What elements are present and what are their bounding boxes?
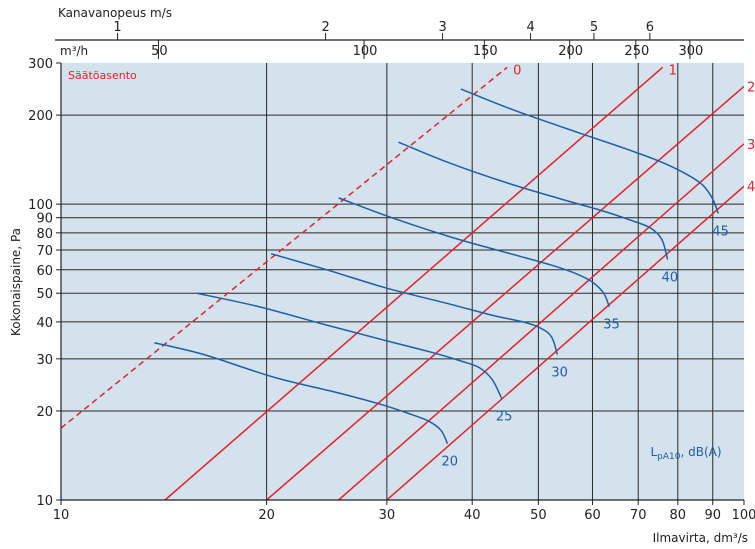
x-tick-labels: 10 20 30 40 50 60 70 80 90 100 [53,500,755,523]
top-velocity-axis-label: Kanavanopeus m/s [58,6,172,20]
damper-setting-line-3 [338,143,744,500]
sound-level-label-20: 20 [441,455,458,470]
damper-setting-line-4 [386,185,744,500]
sound-level-curve-40 [398,141,669,260]
x-tick-label: 80 [670,508,687,523]
damper-setting-label-4: 4 [747,180,755,195]
settings-label: Säätöasento [68,69,137,82]
y-tick-label: 300 [28,57,53,72]
x-tick-label: 40 [464,508,481,523]
x-tick-label: 60 [584,508,601,523]
sound-level-curves: 20 25 30 35 40 45 [154,88,729,470]
y-tick-label: 30 [36,353,53,368]
x-tick-label: 10 [53,508,70,523]
x-tick-label: 70 [630,508,647,523]
sound-level-label-40: 40 [662,271,679,286]
damper-setting-label-1: 1 [669,63,677,78]
sound-level-curve-25 [196,292,503,400]
m3h-tick-label: 100 [353,44,378,59]
top-axis-velocity: 1 2 3 4 5 6 [113,20,654,40]
x-tick-label: 30 [379,508,396,523]
damper-setting-lines [61,66,744,500]
sound-level-curve-35 [338,197,610,308]
damper-setting-label-3: 3 [747,138,755,153]
y-tick-label: 90 [36,212,53,227]
x-tick-label: 50 [530,508,547,523]
sound-level-curve-30 [270,252,559,355]
velocity-tick-label: 2 [321,20,329,35]
y-tick-label: 200 [28,109,53,124]
sound-unit-main: L [650,445,657,459]
sound-unit-label: LpA10, dB(A) [650,445,721,462]
y-tick-label: 40 [36,316,53,331]
sound-level-label-30: 30 [551,366,568,381]
top-axis-m3h: 50 100 150 200 250 300 [151,40,703,59]
top-m3h-unit: m³/h [60,44,88,58]
sound-unit-sub: pA10 [657,452,681,462]
velocity-tick-label: 1 [113,20,121,35]
damper-setting-line-2 [266,85,744,500]
x-tick-label: 100 [732,508,755,523]
y-tick-label: 50 [36,287,53,302]
m3h-tick-label: 300 [679,44,704,59]
sound-level-label-25: 25 [496,410,513,425]
x-axis-label: Ilmavirta, dm³/s [653,531,748,545]
velocity-tick-label: 5 [590,20,598,35]
y-tick-label: 10 [36,494,53,509]
sound-level-curve-45 [460,88,720,214]
x-tick-label: 90 [704,508,721,523]
sound-level-label-35: 35 [603,318,620,333]
plot-area [61,63,744,500]
y-tick-label: 60 [36,264,53,279]
y-axis-label: Kokonaispaine, Pa [9,228,23,336]
x-tick-label: 20 [258,508,275,523]
damper-setting-line-1 [164,66,664,500]
velocity-tick-label: 6 [646,20,654,35]
velocity-tick-label: 3 [438,20,446,35]
sound-level-label-45: 45 [712,224,729,239]
m3h-tick-label: 50 [151,44,168,59]
damper-setting-label-2: 2 [747,80,755,95]
grid [61,63,744,500]
m3h-tick-label: 200 [558,44,583,59]
y-tick-label: 70 [36,244,53,259]
sound-unit-rest: , dB(A) [680,445,721,459]
m3h-tick-label: 250 [624,44,649,59]
y-tick-label: 100 [28,198,53,213]
damper-setting-label-0: 0 [513,63,521,78]
sound-level-curve-20 [154,342,449,445]
y-tick-label: 80 [36,227,53,242]
m3h-tick-label: 150 [473,44,498,59]
y-tick-label: 20 [36,405,53,420]
velocity-tick-label: 4 [526,20,534,35]
damper-setting-line-0 [61,66,508,429]
